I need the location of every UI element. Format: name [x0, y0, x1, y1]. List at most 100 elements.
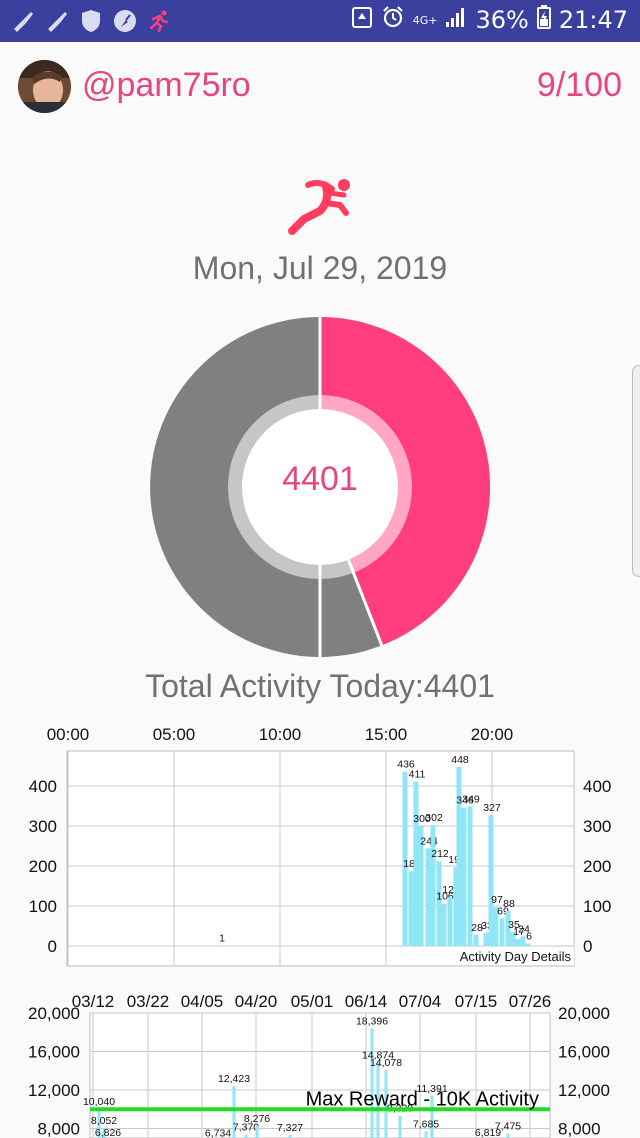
chart1-bar-label: 28 — [471, 922, 483, 934]
chart1-y-tick-label-left: 400 — [29, 777, 57, 796]
alarm-icon — [381, 5, 405, 35]
chart1-y-tick-label-right: 400 — [583, 777, 611, 796]
chart2-bar-label: 6,734 — [205, 1128, 231, 1138]
signal-icon — [445, 6, 467, 34]
chart1-bar-label: 436 — [397, 759, 415, 771]
total-activity-label: Total Activity Today:4401 — [145, 668, 495, 704]
chart2-y-tick-label-right: 16,000 — [558, 1043, 610, 1062]
chart1-y-tick-label-left: 300 — [29, 817, 57, 836]
chart1-bar — [425, 848, 431, 946]
chart2-x-tick-label: 07/04 — [399, 992, 442, 1011]
broom-icon — [44, 8, 70, 34]
chart2-bar-label: 18,396 — [356, 1015, 388, 1027]
chart1-bar — [441, 903, 447, 946]
chart2-x-tick-label: 03/12 — [72, 992, 115, 1011]
chart2-bar — [288, 1134, 292, 1138]
chart1-bar-label: 327 — [483, 802, 501, 814]
chart1-bar — [413, 781, 419, 946]
chart2-y-tick-label-left: 20,000 — [28, 1004, 80, 1023]
chart1-bar — [505, 910, 511, 946]
chart2-bar-label: 6,826 — [95, 1127, 121, 1138]
chart1-y-tick-label-right: 300 — [583, 817, 611, 836]
chart2-bar — [398, 1115, 402, 1138]
username: @pam75ro — [82, 66, 251, 104]
profile-header: @pam75ro 9/100 — [18, 60, 622, 116]
chart1-bar — [402, 771, 408, 946]
chart1-bar — [456, 766, 462, 946]
chart2-x-tick-label: 03/22 — [127, 992, 170, 1011]
chart2-bar-label: 6,819 — [475, 1127, 501, 1138]
chart2-x-tick-label: 05/01 — [291, 992, 334, 1011]
chart2-bar-label: 8,276 — [244, 1113, 270, 1125]
chart1-bar-label: 212 — [431, 848, 449, 860]
chart1-bar-label: 88 — [503, 898, 515, 910]
chart1-y-tick-label-left: 200 — [29, 857, 57, 876]
chart1-bar-label: 17 — [513, 926, 525, 938]
chart1-x-tick-label: 15:00 — [365, 725, 408, 744]
chart2-x-tick-label: 07/15 — [455, 992, 498, 1011]
chart2-bar — [384, 1069, 388, 1138]
chart1-bar-label: 1 — [219, 933, 225, 945]
chart2-y-tick-label-left: 16,000 — [28, 1043, 80, 1062]
chart1-bar — [447, 897, 453, 946]
chart1-caption-bg — [444, 947, 574, 965]
chart2-plot-area — [89, 1012, 551, 1138]
chart2-bar-label: 7,370 — [233, 1122, 259, 1134]
chart2-y-tick-label-left: 12,000 — [28, 1081, 80, 1100]
chart2-bar — [97, 1108, 101, 1138]
chart1-bar — [408, 871, 414, 946]
chart2-bar-label: 10,040 — [83, 1096, 115, 1108]
chart1-y-tick-label-left: 0 — [48, 937, 57, 956]
recycle-icon — [351, 5, 373, 35]
clock-time: 21:47 — [558, 6, 628, 34]
chart1-y-tick-label-left: 100 — [29, 897, 57, 916]
chart1-bar — [483, 932, 489, 946]
chart1-y-tick-label-right: 0 — [583, 937, 592, 956]
chart2-x-tick-label: 06/14 — [345, 992, 388, 1011]
chart2-bar-label: 7,475 — [495, 1121, 521, 1133]
chart2-bar-label: 7,685 — [413, 1119, 439, 1131]
chart1-bar — [499, 918, 505, 946]
chart1-bar — [461, 807, 467, 946]
chart2-bar — [376, 1062, 380, 1138]
chart2-x-tick-label: 04/20 — [235, 992, 278, 1011]
chart1-bar-label: 302 — [425, 812, 443, 824]
progress-counter: 9/100 — [536, 66, 622, 104]
chart1-bar — [467, 806, 473, 946]
chart1-bar — [525, 943, 531, 946]
chart1-bar — [515, 939, 521, 946]
chart2-bar — [255, 1125, 259, 1138]
chart1-bar-label: 35 — [508, 919, 520, 931]
chart2-bar — [232, 1085, 236, 1138]
chart1-bar-label: 33 — [481, 920, 493, 932]
chart1-x-tick-label: 00:00 — [47, 725, 90, 744]
chart1-bar-label: 300 — [413, 813, 431, 825]
chart1-bar-label: 448 — [451, 754, 469, 766]
donut-center-value: 4401 — [282, 460, 358, 498]
broom-icon — [10, 8, 36, 34]
chart1-y-tick-label-right: 100 — [583, 897, 611, 916]
activity-donut-chart — [150, 317, 490, 657]
battery-icon — [536, 5, 551, 35]
chart1-bar — [218, 945, 224, 947]
chart1-bar — [493, 907, 499, 946]
chart2-bar-label: 14,078 — [370, 1057, 402, 1069]
chart2-bar — [424, 1131, 428, 1138]
chart2-bar — [244, 1134, 248, 1138]
chart2-y-tick-label-right: 12,000 — [558, 1081, 610, 1100]
status-bar: 4G+ 36% 21:47 — [0, 0, 640, 42]
chart2-bar-label: 14,874 — [362, 1049, 394, 1061]
side-panel-handle[interactable] — [632, 365, 640, 577]
chart1-bar-label: 346 — [456, 795, 474, 807]
chart2-y-tick-label-right: 20,000 — [558, 1004, 610, 1023]
runner-icon — [146, 8, 172, 34]
chart1-bar — [453, 867, 459, 946]
chart1-bar — [436, 861, 442, 946]
chart2-bar — [370, 1028, 374, 1138]
network-type: 4G+ — [412, 13, 438, 27]
chart1-bar-label: 6 — [526, 931, 532, 943]
status-right: 4G+ 36% 21:47 — [351, 5, 628, 35]
avatar[interactable] — [18, 60, 71, 113]
chart1-bar — [520, 936, 526, 946]
battery-percent: 36% — [475, 6, 529, 34]
